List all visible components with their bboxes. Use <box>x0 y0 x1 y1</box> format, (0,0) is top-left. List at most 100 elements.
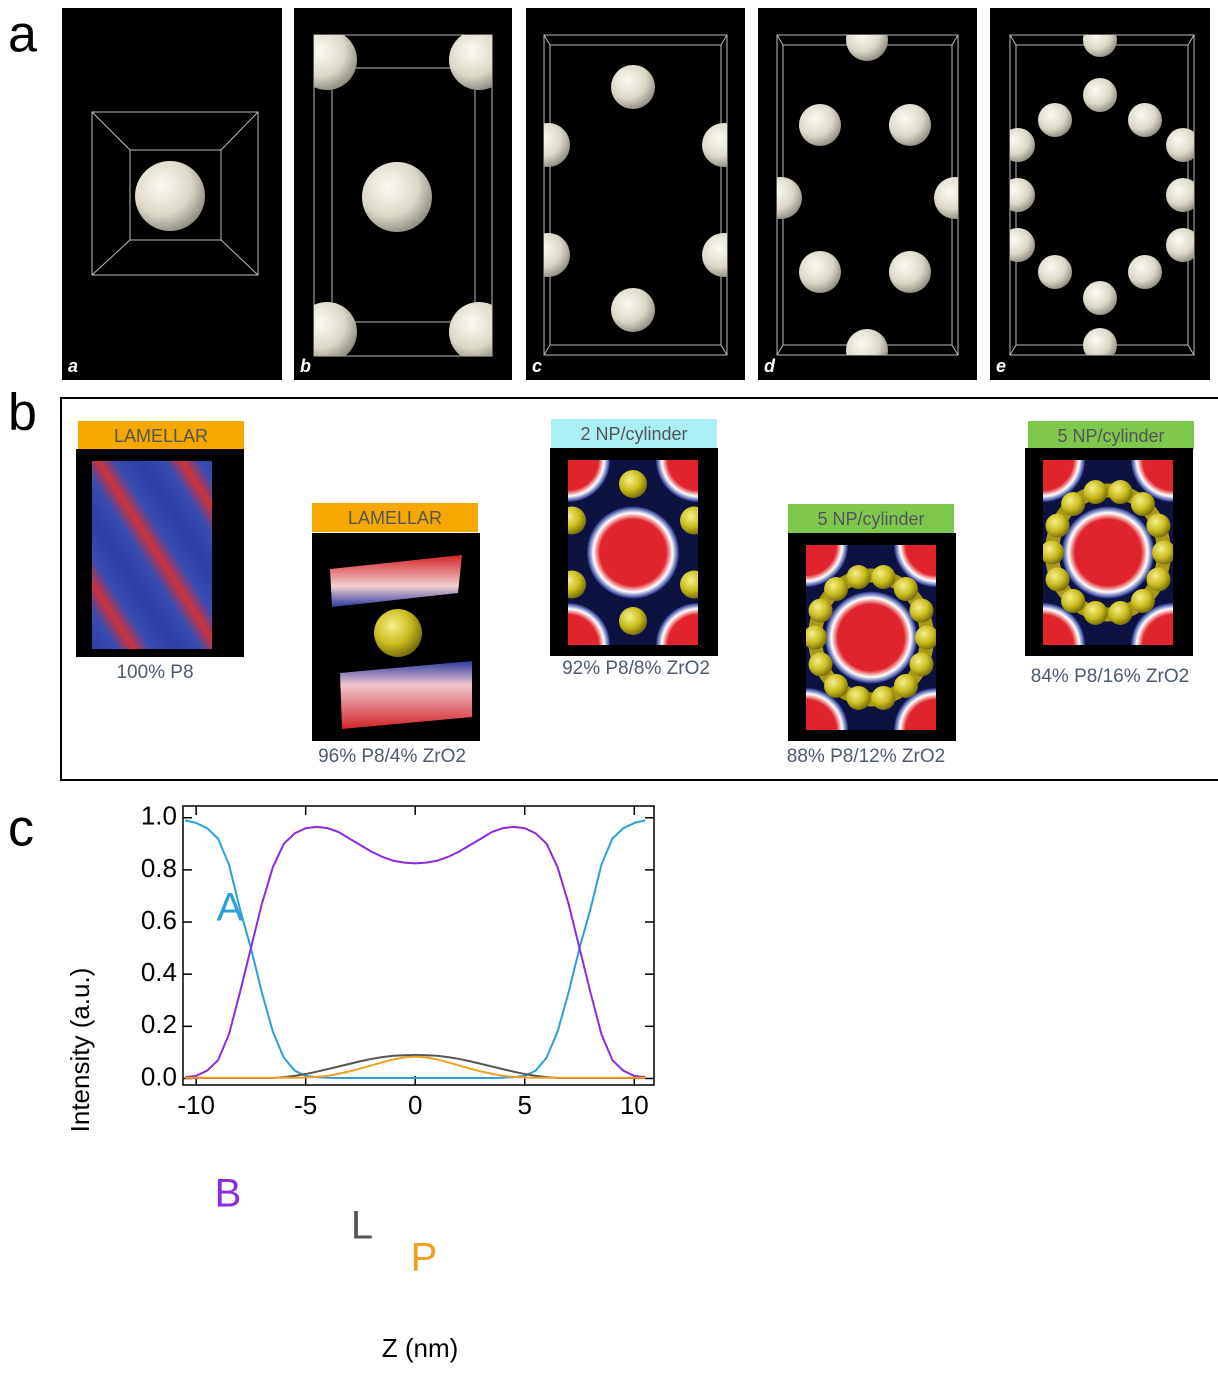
lamella <box>92 461 212 649</box>
sphere <box>1166 228 1194 262</box>
panel-b-border <box>60 397 1218 781</box>
caption: 88% P8/12% ZrO2 <box>787 746 945 767</box>
y-tick-label: 0.0 <box>141 1061 177 1091</box>
caption: 84% P8/16% ZrO2 <box>1031 666 1189 687</box>
box-edge <box>951 344 959 356</box>
core <box>825 591 917 684</box>
particle <box>1083 600 1108 625</box>
box-edge <box>543 34 728 356</box>
particle <box>824 577 849 602</box>
particle <box>871 565 896 590</box>
frame-label: c <box>532 356 542 376</box>
particle <box>619 607 647 635</box>
particle <box>374 609 422 657</box>
spheres <box>777 35 958 355</box>
panel-b: LAMELLAR 100% P8 LAMELLAR 96% P8/4% ZrO2 2 N… <box>76 419 1194 767</box>
particle <box>871 685 896 710</box>
x-tick-label: 0 <box>408 1090 422 1120</box>
sphere <box>799 251 841 293</box>
particle <box>1108 480 1133 505</box>
core <box>894 545 936 587</box>
series-label: P <box>411 1236 438 1280</box>
panel-a: a b c d e <box>62 8 1210 380</box>
sphere <box>1010 128 1035 162</box>
series-line <box>185 1054 646 1079</box>
frame-label: d <box>764 356 776 376</box>
core <box>1043 460 1085 502</box>
series-line <box>185 1055 646 1079</box>
box-edge <box>313 34 493 357</box>
particle <box>824 673 849 698</box>
header: LAMELLAR <box>114 426 208 446</box>
sphere <box>1038 103 1072 137</box>
core <box>587 506 679 599</box>
box-edge <box>220 239 259 276</box>
particle <box>808 598 833 623</box>
domain <box>1043 460 1173 645</box>
particle <box>1130 588 1155 613</box>
box-edge <box>91 111 259 276</box>
particle <box>680 506 698 535</box>
particle <box>1045 567 1070 592</box>
sphere <box>1083 35 1117 57</box>
caption: 100% P8 <box>116 662 193 683</box>
box-edge <box>91 111 131 151</box>
header: 5 NP/cylinder <box>1057 426 1164 446</box>
sphere <box>1010 178 1035 212</box>
box-edge <box>543 344 551 356</box>
domain <box>806 545 936 730</box>
particle <box>846 565 871 590</box>
sphere <box>1038 255 1072 289</box>
particle <box>1061 492 1086 517</box>
sphere <box>702 233 727 277</box>
sphere <box>314 35 357 90</box>
y-tick-label: 0.6 <box>141 905 177 935</box>
particle <box>1043 540 1064 565</box>
header-bg <box>788 504 954 533</box>
core <box>568 603 610 645</box>
core <box>1131 460 1173 502</box>
header: 2 NP/cylinder <box>580 424 687 444</box>
series-label: A <box>217 886 244 930</box>
slab <box>340 661 472 729</box>
particle <box>1045 513 1070 538</box>
sphere <box>846 329 888 355</box>
particle <box>808 652 833 677</box>
sphere <box>934 177 958 219</box>
core <box>1043 603 1085 645</box>
box-edge <box>1187 34 1195 46</box>
particle <box>1083 480 1108 505</box>
spheres <box>544 65 727 332</box>
sphere <box>1128 255 1162 289</box>
sphere <box>1166 178 1194 212</box>
particle <box>619 470 647 498</box>
sphere <box>362 162 432 232</box>
sphere <box>611 65 655 109</box>
particle <box>909 652 934 677</box>
y-tick-label: 0.2 <box>141 1009 177 1039</box>
panel-letter: b <box>8 384 37 442</box>
spheres <box>135 161 205 231</box>
series-label: B <box>215 1172 242 1216</box>
domain <box>568 460 698 645</box>
box-edge <box>549 44 722 346</box>
box-edge <box>331 67 476 323</box>
box-edge <box>1009 344 1017 356</box>
sphere <box>611 288 655 332</box>
box-edge <box>543 34 551 46</box>
particle <box>893 577 918 602</box>
core <box>1131 603 1173 645</box>
particle <box>893 673 918 698</box>
header-bg <box>312 503 478 532</box>
sphere <box>799 104 841 146</box>
particle <box>1061 588 1086 613</box>
box-edge <box>1187 344 1195 356</box>
box-edge <box>220 111 259 151</box>
frame-label: b <box>300 356 311 376</box>
y-tick-label: 0.8 <box>141 853 177 883</box>
particle <box>1130 492 1155 517</box>
y-tick-label: 0.4 <box>141 957 177 987</box>
x-tick-label: -10 <box>177 1090 215 1120</box>
sphere <box>449 35 492 90</box>
